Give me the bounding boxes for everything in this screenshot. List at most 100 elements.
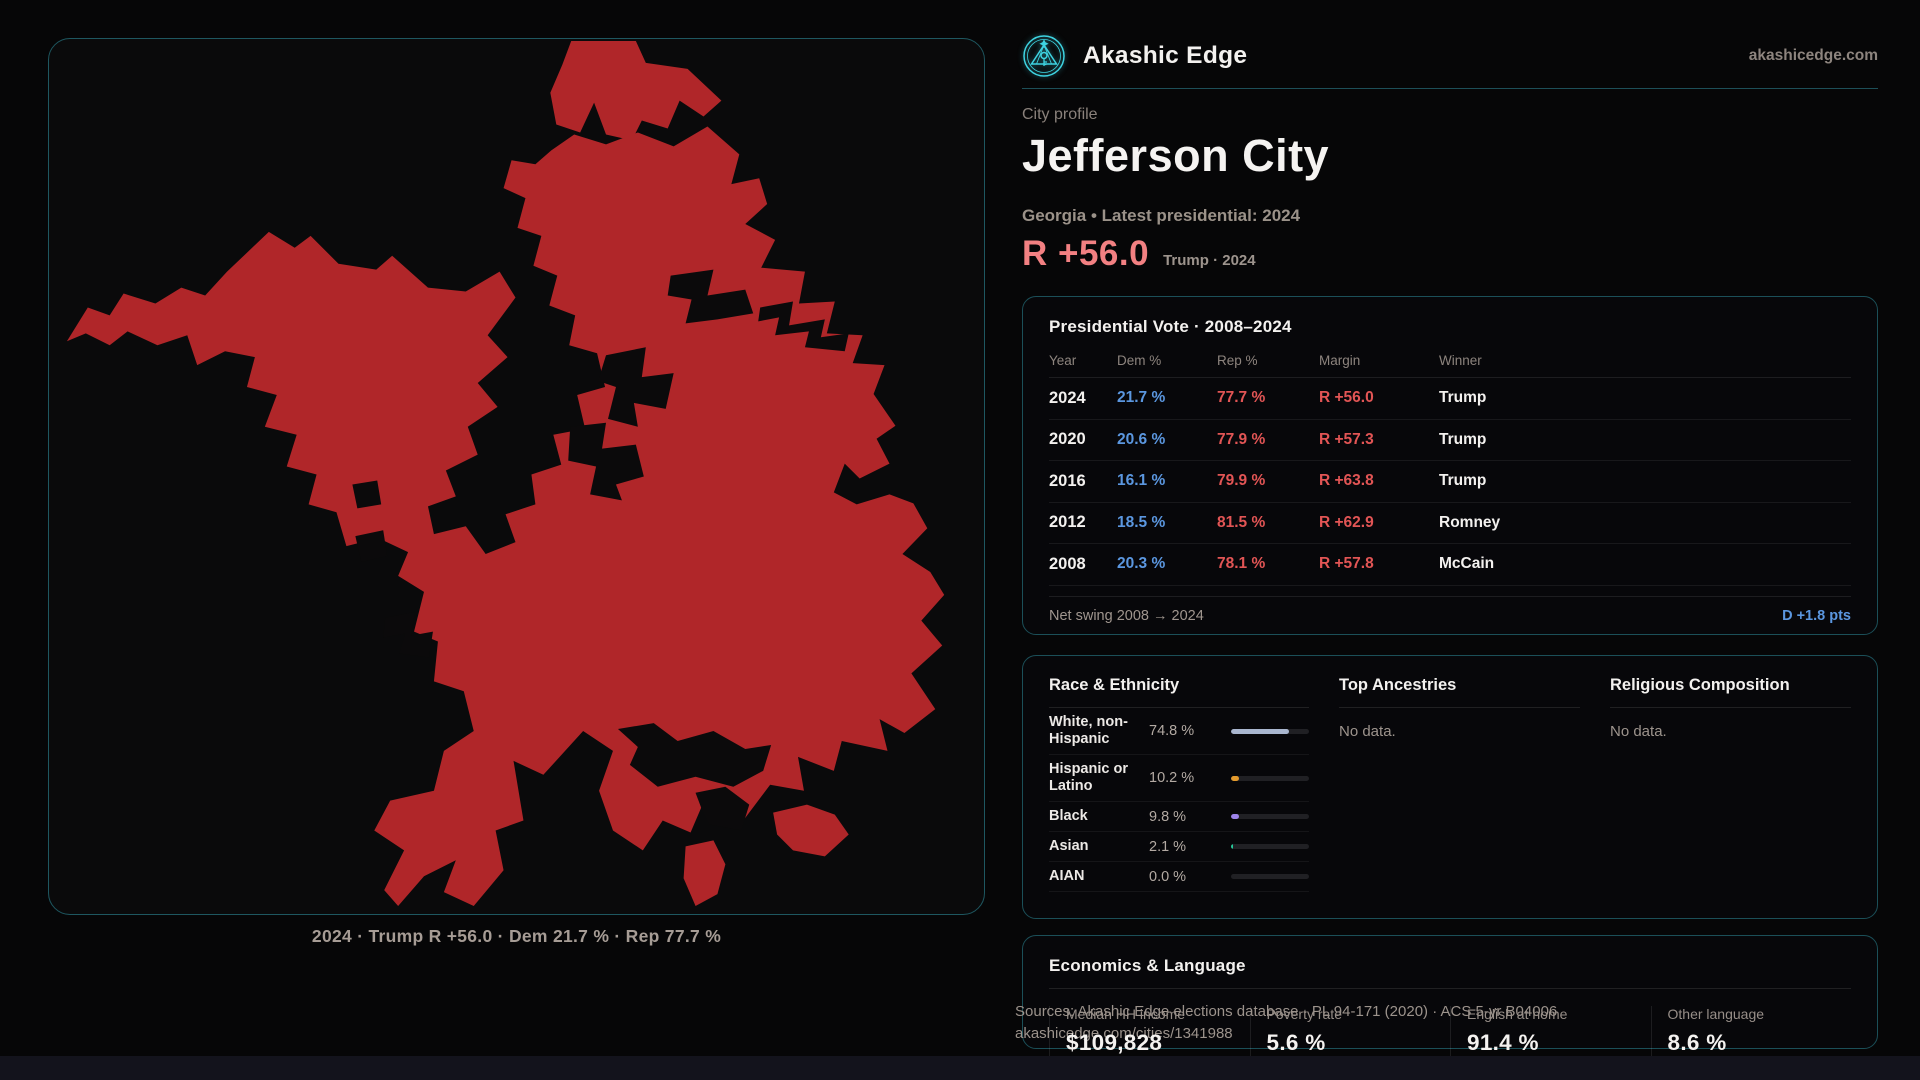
footer-permalink[interactable]: akashicedge.com/cities/1341988	[1015, 1025, 1233, 1042]
latest-margin: R +56.0 Trump · 2024	[1022, 234, 1256, 274]
race-row: Black 9.8 %	[1049, 802, 1309, 832]
dem-cell: 21.7 %	[1117, 389, 1166, 407]
net-swing-value: D +1.8 pts	[1782, 607, 1851, 624]
rep-cell: 81.5 %	[1217, 513, 1266, 531]
race-bar-fill	[1231, 775, 1239, 781]
profile-eyebrow: City profile	[1022, 106, 1098, 123]
race-bar-fill	[1231, 844, 1233, 849]
map-enclave	[617, 723, 772, 787]
col-rep: Rep %	[1217, 353, 1258, 368]
profile-subtitle: Georgia • Latest presidential: 2024	[1022, 206, 1301, 225]
logo-star	[1039, 39, 1049, 49]
year-cell: 2008	[1049, 554, 1086, 573]
race-bar-fill	[1231, 814, 1239, 819]
brand-name: Akashic Edge	[1083, 42, 1248, 69]
city-shape-island-1	[773, 804, 849, 857]
map-enclave	[352, 480, 382, 509]
header-divider	[1022, 88, 1878, 89]
race-bar-track	[1231, 814, 1309, 819]
brand-logo-icon[interactable]	[1022, 34, 1066, 78]
margin-headline: R +56.0	[1022, 234, 1150, 273]
city-shape-main	[66, 126, 945, 907]
race-ethnicity-section: Race & Ethnicity White, non-Hispanic 74.…	[1049, 676, 1309, 892]
year-cell: 2020	[1049, 430, 1086, 449]
race-value: 74.8 %	[1149, 723, 1195, 739]
city-shape-island-2	[683, 840, 726, 907]
rep-cell: 78.1 %	[1217, 555, 1266, 573]
rep-cell: 77.7 %	[1217, 389, 1266, 407]
footer-sources: Sources: Akashic Edge elections database…	[1015, 1003, 1558, 1020]
col-dem: Dem %	[1117, 353, 1162, 368]
stat-value: 8.6 %	[1667, 1030, 1727, 1055]
net-swing-label: Net swing 2008 → 2024	[1049, 607, 1204, 624]
stat-item: English at home 91.4 %	[1450, 1006, 1651, 1056]
net-swing-row: Net swing 2008 → 2024 D +1.8 pts	[1049, 595, 1851, 624]
stat-label: Median HH income	[1066, 1006, 1186, 1022]
winner-cell: McCain	[1439, 555, 1495, 573]
race-label: Hispanic or Latino	[1049, 761, 1128, 794]
col-winner: Winner	[1439, 353, 1482, 368]
year-cell: 2016	[1049, 471, 1086, 490]
stat-item: Poverty rate 5.6 %	[1249, 1006, 1451, 1056]
stat-value: 91.4 %	[1467, 1030, 1539, 1055]
vote-table-header: Year Dem % Rep % Margin Winner	[1049, 353, 1851, 378]
race-value: 9.8 %	[1149, 808, 1187, 825]
race-bar-track	[1231, 775, 1309, 781]
religion-empty-text: No data.	[1610, 723, 1667, 740]
race-bar-fill	[1231, 728, 1290, 734]
dem-cell: 16.1 %	[1117, 472, 1166, 490]
map-caption: 2024 · Trump R +56.0 · Dem 21.7 % · Rep …	[311, 926, 722, 946]
dem-cell: 18.5 %	[1117, 513, 1166, 531]
margin-cell: R +57.8	[1319, 555, 1374, 573]
religion-section: Religious Composition No data.	[1610, 676, 1851, 892]
app-header: Akashic Edge akashicedge.com	[1022, 33, 1878, 79]
page-title: Jefferson City	[1022, 130, 1330, 181]
race-label: Asian	[1049, 838, 1089, 854]
city-shape-north	[550, 40, 722, 141]
race-value: 10.2 %	[1149, 770, 1195, 786]
stat-item: Other language 8.6 %	[1650, 1006, 1852, 1056]
margin-cell: R +63.8	[1319, 472, 1374, 490]
ancestries-section: Top Ancestries No data.	[1339, 676, 1580, 892]
map-enclave	[355, 530, 388, 563]
margin-context: Trump · 2024	[1163, 252, 1256, 269]
winner-cell: Trump	[1439, 389, 1487, 407]
race-label: White, non-Hispanic	[1049, 714, 1128, 747]
winner-cell: Trump	[1439, 430, 1487, 448]
map-enclave	[568, 422, 644, 501]
winner-cell: Romney	[1439, 513, 1501, 531]
stat-value: 5.6 %	[1266, 1030, 1326, 1055]
table-row: 2020 20.6 % 77.9 % R +57.3 Trump	[1049, 420, 1851, 461]
stat-label: Other language	[1667, 1006, 1765, 1022]
stat-label: Poverty rate	[1266, 1006, 1342, 1022]
race-label: Black	[1049, 808, 1088, 824]
ancestries-section-title: Top Ancestries	[1339, 676, 1580, 708]
city-boundary-map	[66, 40, 945, 907]
margin-cell: R +57.3	[1319, 430, 1374, 448]
year-cell: 2024	[1049, 388, 1086, 407]
dem-cell: 20.6 %	[1117, 430, 1166, 448]
page-footer: Sources: Akashic Edge elections database…	[1015, 1001, 1557, 1045]
stat-label: English at home	[1467, 1006, 1568, 1022]
table-row: 2012 18.5 % 81.5 % R +62.9 Romney	[1049, 503, 1851, 544]
race-bar-track	[1231, 728, 1309, 734]
map-enclave	[667, 269, 754, 324]
col-year: Year	[1049, 353, 1077, 368]
race-section-title: Race & Ethnicity	[1049, 676, 1309, 708]
race-value: 0.0 %	[1149, 868, 1187, 885]
race-bar-track	[1231, 874, 1309, 879]
stat-item: Median HH income $109,828	[1049, 1006, 1250, 1056]
table-row: 2024 21.7 % 77.7 % R +56.0 Trump	[1049, 378, 1851, 420]
col-margin: Margin	[1319, 353, 1361, 368]
race-bar-track	[1231, 844, 1309, 849]
brand-domain-link[interactable]: akashicedge.com	[1748, 47, 1878, 64]
economics-divider	[1049, 988, 1851, 989]
dem-cell: 20.3 %	[1117, 555, 1166, 573]
table-row: 2008 20.3 % 78.1 % R +57.8 McCain	[1049, 544, 1851, 586]
vote-card-title: Presidential Vote · 2008–2024	[1049, 317, 1292, 336]
race-value: 2.1 %	[1149, 838, 1187, 855]
race-row: AIAN 0.0 %	[1049, 862, 1309, 892]
city-map-panel	[48, 38, 985, 915]
map-enclave	[695, 786, 750, 831]
rep-cell: 79.9 %	[1217, 472, 1266, 490]
